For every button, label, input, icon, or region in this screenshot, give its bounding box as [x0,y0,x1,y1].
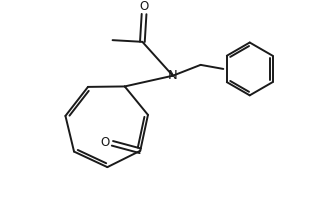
Text: N: N [168,69,178,82]
Text: O: O [100,136,109,149]
Text: O: O [139,0,149,13]
